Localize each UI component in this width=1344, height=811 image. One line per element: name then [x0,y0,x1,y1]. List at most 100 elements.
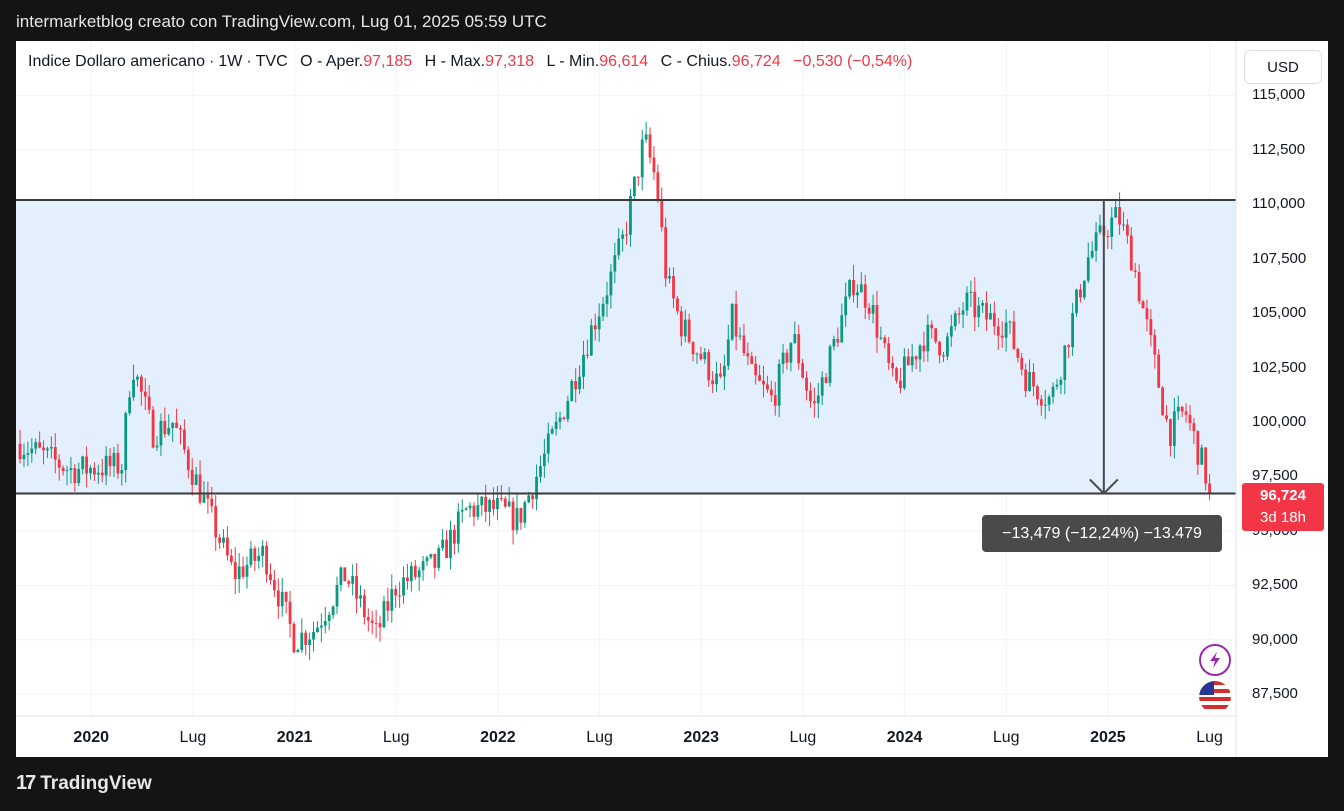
candle-body [488,499,492,512]
candle-body [617,238,621,256]
candle-body [566,400,570,420]
candle-body [1208,483,1211,494]
candle-body [30,448,34,454]
last-price-value: 96,724 [1260,487,1306,504]
candle-body [253,548,257,561]
candle-body [460,509,464,512]
candle-body [464,508,468,510]
symbol-legend[interactable]: Indice Dollaro americano · 1W · TVC O - Aper… [28,53,913,70]
x-tick-label: 2021 [276,729,313,746]
candle-body [183,429,186,450]
candle-body [899,380,902,389]
candle-body [883,337,887,344]
candle-body [42,447,45,451]
high-value: 97,318 [485,53,535,70]
candle-body [773,395,777,406]
candle-body [1016,348,1020,358]
candle-body [265,545,268,575]
candle-body [1122,224,1125,226]
x-tick-label: 2020 [73,729,110,746]
candle-body [734,303,738,337]
candle-body [542,453,546,467]
candle-body [589,325,593,356]
candle-body [359,595,362,599]
candle-body [1137,271,1141,302]
candle-body [879,337,883,339]
candle-body [96,472,100,475]
candle-body [715,373,718,385]
y-tick-label: 87,500 [1252,685,1298,703]
candle-body [1133,270,1137,272]
candle-body [750,356,754,364]
price-chart[interactable] [16,41,1328,757]
candle-body [1094,232,1098,251]
candle-body [218,537,222,543]
candle-body [100,472,104,476]
candle-body [128,397,132,414]
candle-body [703,352,707,360]
currency-button[interactable]: USD [1244,50,1322,84]
candle-body [77,469,81,484]
candle-body [1024,369,1028,391]
candle-body [210,498,214,507]
candle-body [406,577,409,582]
candle-body [503,498,507,507]
range-box [16,199,1236,494]
candle-body [511,501,515,531]
candle-body [480,496,484,506]
tradingview-brand[interactable]: 17 TradingView [16,772,152,795]
candle-body [312,631,315,640]
candle-body [961,310,965,315]
x-tick-label: Lug [789,729,817,746]
candle-body [1172,411,1176,446]
lightning-icon[interactable] [1199,644,1231,676]
candle-body [946,336,949,357]
x-tick-label: 2025 [1090,729,1126,746]
x-tick-label: 2024 [886,729,923,746]
candle-body [382,601,386,628]
x-tick-label: 2023 [683,729,720,746]
candle-body [292,623,296,653]
candle-body [484,496,488,512]
candle-body [300,632,304,650]
candle-body [496,497,499,510]
candle-body [824,377,828,383]
x-tick-label: Lug [586,729,613,746]
candle-body [683,319,687,337]
y-tick-label: 107,500 [1252,249,1307,267]
candle-body [1110,217,1114,237]
candle-body [613,255,617,272]
tradingview-logo: 17 [16,772,36,794]
candle-body [1106,235,1110,237]
candle-body [989,313,992,320]
candle-body [1008,321,1012,323]
candle-body [304,632,308,645]
us-flag-icon[interactable] [1199,681,1231,713]
candle-body [719,373,722,377]
y-tick-label: 115,000 [1252,86,1306,104]
candles [18,121,1211,661]
candle-body [554,421,558,429]
candle-body [930,324,934,329]
candle-body [785,352,789,363]
candle-body [159,420,163,446]
candle-body [621,234,625,239]
candle-body [1028,372,1031,391]
candle-body [977,305,981,318]
candle-body [390,589,394,611]
candle-body [777,364,781,406]
candle-body [194,474,198,485]
candle-body [738,335,742,337]
candle-body [523,502,527,523]
chart-frame[interactable]: Indice Dollaro americano · 1W · TVC O - Aper… [16,41,1328,757]
candle-body [562,417,566,420]
candle-body [288,601,292,624]
candle-body [136,376,139,380]
candle-body [570,381,574,401]
candle-body [625,234,628,236]
candle-body [296,649,300,653]
candle-body [366,617,370,621]
candle-body [546,433,550,454]
candle-body [676,298,679,312]
candle-body [582,354,585,377]
